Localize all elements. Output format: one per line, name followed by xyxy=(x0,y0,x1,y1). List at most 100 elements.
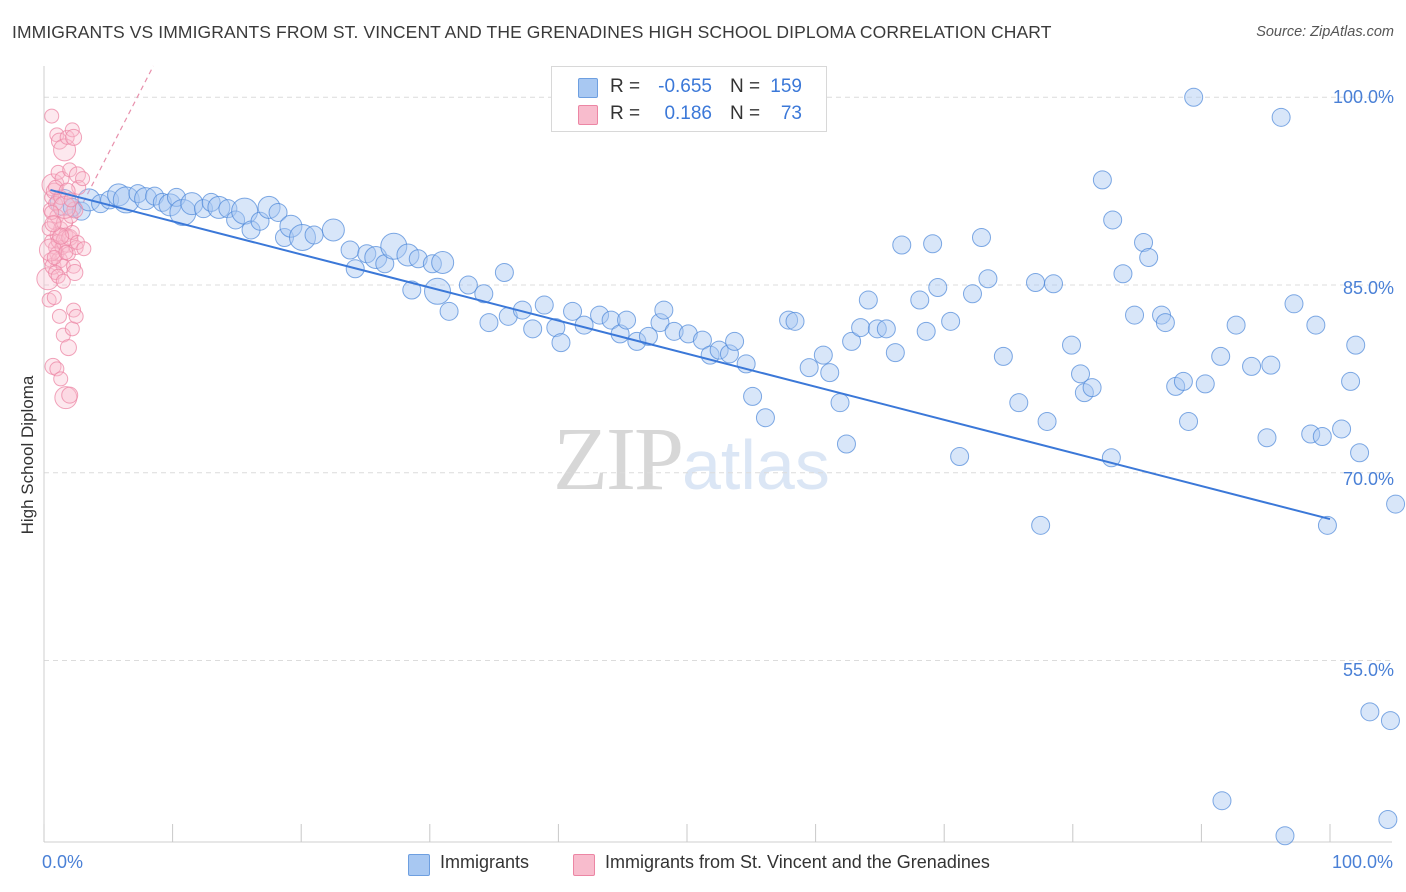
legend-n-value: 159 xyxy=(770,76,802,97)
data-point-st-vincent xyxy=(65,128,83,146)
legend-r-label: R = xyxy=(610,103,641,124)
data-point-immigrants xyxy=(424,277,452,305)
data-point-immigrants xyxy=(180,192,204,216)
data-point-immigrants xyxy=(169,198,197,226)
data-point-st-vincent xyxy=(44,108,60,124)
data-point-immigrants xyxy=(1284,294,1304,314)
data-point-immigrants xyxy=(1134,232,1154,252)
data-point-immigrants xyxy=(402,280,422,300)
legend-row-immigrants: R = -0.655 N = 159 xyxy=(552,74,826,100)
data-point-immigrants xyxy=(678,324,698,344)
data-point-immigrants xyxy=(950,447,970,467)
data-point-immigrants xyxy=(650,313,670,333)
data-point-immigrants xyxy=(257,195,281,219)
data-point-immigrants xyxy=(1257,428,1277,448)
data-point-immigrants xyxy=(654,300,674,320)
data-point-immigrants xyxy=(1031,515,1051,535)
data-point-immigrants xyxy=(112,186,140,214)
legend-r-value: 0.186 xyxy=(664,103,712,124)
data-point-immigrants xyxy=(396,243,420,267)
data-point-immigrants xyxy=(830,393,850,413)
data-point-immigrants xyxy=(1360,702,1380,722)
legend-label-st-vincent: Immigrants from St. Vincent and the Gren… xyxy=(605,852,990,872)
data-point-immigrants xyxy=(523,319,543,339)
legend-n-label: N = xyxy=(730,103,761,124)
data-point-immigrants xyxy=(692,330,712,350)
data-point-immigrants xyxy=(1211,346,1231,366)
source-label: Source: ZipAtlas.com xyxy=(1256,24,1394,40)
data-point-immigrants xyxy=(439,301,459,321)
data-point-immigrants xyxy=(1380,711,1400,731)
legend-n-value: 73 xyxy=(780,103,802,124)
data-point-immigrants xyxy=(268,202,288,222)
data-point-st-vincent xyxy=(60,246,76,262)
data-point-immigrants xyxy=(743,386,763,406)
data-point-immigrants xyxy=(1271,107,1291,127)
data-point-immigrants xyxy=(1341,371,1361,391)
data-point-immigrants xyxy=(1009,393,1029,413)
x-tick-label-0: 0.0% xyxy=(42,852,84,872)
data-point-immigrants xyxy=(1275,826,1295,846)
data-point-st-vincent xyxy=(61,386,79,404)
data-point-immigrants xyxy=(601,310,621,330)
data-point-immigrants xyxy=(1317,515,1337,535)
data-point-immigrants xyxy=(842,331,862,351)
data-point-immigrants xyxy=(1378,809,1398,829)
data-point-immigrants xyxy=(1082,378,1102,398)
data-point-immigrants xyxy=(885,343,905,363)
data-point-immigrants xyxy=(836,434,856,454)
legend-r-value: -0.655 xyxy=(658,76,712,97)
legend-swatch-pink xyxy=(578,105,598,125)
data-point-immigrants xyxy=(1026,273,1046,293)
data-point-immigrants xyxy=(916,321,936,341)
data-point-immigrants xyxy=(1212,791,1232,811)
data-point-immigrants xyxy=(551,333,571,353)
data-point-st-vincent xyxy=(75,171,91,187)
y-axis-label: High School Diploma xyxy=(18,375,37,535)
data-point-immigrants xyxy=(422,254,442,274)
series-legend: Immigrants Immigrants from St. Vincent a… xyxy=(0,852,1406,876)
x-tick-label-100: 100.0% xyxy=(1331,852,1393,872)
legend-swatch-immigrants xyxy=(408,854,430,876)
data-point-st-vincent xyxy=(41,221,57,237)
data-point-immigrants xyxy=(1071,364,1091,384)
data-point-immigrants xyxy=(1113,264,1133,284)
data-point-immigrants xyxy=(458,275,478,295)
data-point-immigrants xyxy=(719,344,739,364)
data-point-immigrants xyxy=(799,358,819,378)
data-point-immigrants xyxy=(617,310,637,330)
data-point-immigrants xyxy=(431,251,455,275)
data-point-immigrants xyxy=(1103,210,1123,230)
data-point-immigrants xyxy=(1306,315,1326,335)
data-point-immigrants xyxy=(357,244,377,264)
data-point-st-vincent xyxy=(76,241,92,257)
data-point-immigrants xyxy=(304,225,324,245)
legend-label-immigrants: Immigrants xyxy=(440,852,530,872)
data-point-immigrants xyxy=(534,295,554,315)
data-point-immigrants xyxy=(785,311,805,331)
data-point-immigrants xyxy=(638,326,658,346)
data-point-immigrants xyxy=(1261,355,1281,375)
data-point-immigrants xyxy=(1044,274,1064,294)
y-tick-label-85: 85.0% xyxy=(1342,278,1394,298)
legend-row-st-vincent: R = 0.186 N = 73 xyxy=(552,101,826,127)
data-point-immigrants xyxy=(993,346,1013,366)
data-point-immigrants xyxy=(1155,313,1175,333)
data-point-st-vincent xyxy=(51,308,67,324)
data-point-immigrants xyxy=(546,318,566,338)
data-point-st-vincent xyxy=(55,273,71,289)
data-point-immigrants xyxy=(725,331,745,351)
data-point-immigrants xyxy=(152,192,172,212)
data-point-st-vincent xyxy=(46,290,62,306)
data-point-immigrants xyxy=(851,318,871,338)
data-point-immigrants xyxy=(279,214,303,238)
data-point-immigrants xyxy=(923,234,943,254)
data-point-immigrants xyxy=(858,290,878,310)
data-point-st-vincent xyxy=(59,339,77,357)
data-point-immigrants xyxy=(1386,494,1406,514)
chart-title: IMMIGRANTS VS IMMIGRANTS FROM ST. VINCEN… xyxy=(12,22,1052,42)
data-point-immigrants xyxy=(274,227,294,247)
data-point-immigrants xyxy=(910,290,930,310)
data-point-immigrants xyxy=(479,313,499,333)
